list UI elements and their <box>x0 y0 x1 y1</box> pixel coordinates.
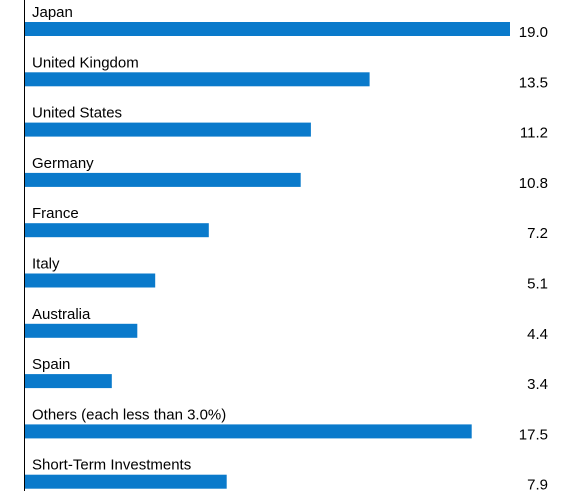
bar <box>25 72 370 87</box>
value-label: 17.5 <box>519 426 548 443</box>
bar <box>25 172 301 187</box>
value-label: 7.2 <box>527 225 548 242</box>
chart-marks: Japan 19.0 United Kingdom 13.5 United States… <box>25 4 548 494</box>
bar <box>25 273 156 288</box>
category-label: Others (each less than 3.0%) <box>32 406 226 423</box>
category-label: Japan <box>32 4 73 21</box>
category-label: France <box>32 205 79 222</box>
value-label: 4.4 <box>527 326 548 343</box>
value-label: 3.4 <box>527 376 548 393</box>
value-label: 11.2 <box>520 125 548 142</box>
value-label: 5.1 <box>527 276 548 293</box>
value-label: 10.8 <box>519 175 548 192</box>
category-label: Italy <box>32 256 60 273</box>
value-label: 13.5 <box>519 74 548 91</box>
bar <box>25 474 227 489</box>
bar <box>25 223 209 238</box>
bar <box>25 323 138 338</box>
bar <box>25 374 112 389</box>
bar <box>25 122 311 137</box>
category-label: United States <box>32 105 122 122</box>
value-label: 7.9 <box>527 477 548 494</box>
category-label: Short-Term Investments <box>32 457 191 474</box>
category-label: Germany <box>32 155 94 172</box>
bar <box>25 22 510 36</box>
category-label: Spain <box>32 356 70 373</box>
bar <box>25 424 472 439</box>
value-label: 19.0 <box>519 24 548 41</box>
category-label: Australia <box>32 306 91 323</box>
category-label: United Kingdom <box>32 54 139 71</box>
